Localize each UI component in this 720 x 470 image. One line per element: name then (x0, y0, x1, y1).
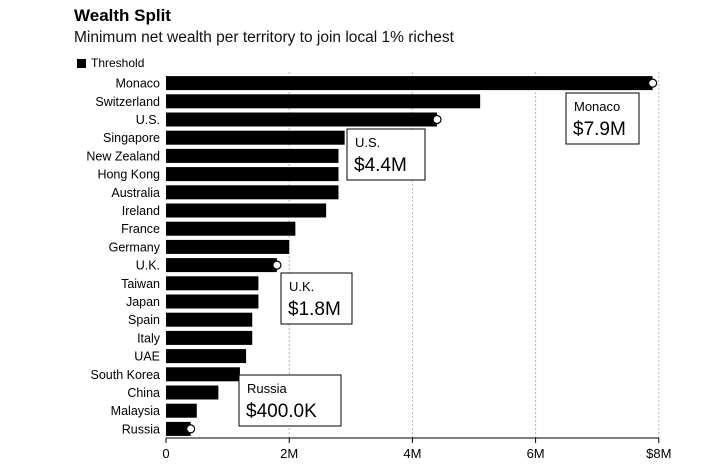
bar (166, 294, 259, 309)
annotation-box (280, 272, 353, 325)
annotation-value: $4.4M (354, 155, 407, 176)
annotation-marker (432, 114, 442, 125)
x-tick-label: 4M (403, 446, 421, 461)
category-label: South Korea (91, 368, 161, 382)
annotation-name: Monaco (574, 99, 620, 114)
chart-subtitle: Minimum net wealth per territory to join… (74, 29, 454, 46)
x-tick-label: 0 (162, 446, 169, 461)
bar (166, 385, 219, 400)
chart-legend: Threshold (77, 56, 144, 70)
bar (166, 167, 339, 182)
bar (166, 112, 438, 127)
bar (166, 185, 339, 200)
bar (166, 421, 191, 436)
bar (166, 312, 253, 327)
annotation-name: U.S. (355, 135, 380, 150)
bar (166, 403, 197, 418)
category-label: France (121, 222, 160, 236)
bar (166, 148, 339, 163)
category-label: Germany (109, 240, 161, 254)
category-label: Russia (122, 422, 160, 436)
bar (166, 203, 327, 218)
bar (166, 349, 247, 364)
bar (166, 276, 259, 291)
bar (166, 330, 253, 345)
annotation-box (238, 374, 342, 427)
annotation-name: U.K. (289, 279, 314, 294)
annotation-value: $7.9M (573, 119, 626, 140)
category-label: UAE (134, 350, 160, 364)
category-label: Singapore (103, 131, 160, 145)
category-label: Switzerland (95, 95, 160, 109)
bar (166, 221, 296, 236)
category-label: Italy (137, 331, 161, 345)
category-label: Hong Kong (97, 168, 160, 182)
bar (166, 94, 481, 109)
x-tick-label: 6M (527, 446, 545, 461)
category-label: Malaysia (111, 404, 160, 418)
annotation-marker (272, 260, 282, 270)
bar (166, 76, 653, 91)
annotation-name: Russia (247, 381, 288, 396)
bar (166, 130, 345, 145)
bar (166, 239, 290, 254)
x-tick-label: $8M (646, 446, 671, 461)
annotation-value: $400.0K (246, 401, 317, 422)
category-label: Monaco (116, 77, 161, 91)
category-label: U.K. (136, 259, 160, 273)
category-label: New Zealand (86, 149, 160, 163)
bar (166, 258, 277, 273)
category-label: Spain (128, 313, 160, 327)
category-label: Australia (111, 186, 160, 200)
bar (166, 367, 240, 382)
annotation-marker (186, 424, 196, 434)
category-label: Ireland (122, 204, 160, 218)
legend-swatch (77, 58, 86, 68)
category-label: China (127, 386, 160, 400)
annotation-box (565, 92, 640, 145)
annotation-value: $1.8M (288, 299, 341, 320)
chart-title: Wealth Split (74, 6, 171, 25)
legend-label: Threshold (91, 56, 145, 70)
category-label: Japan (126, 295, 160, 309)
annotation-marker (648, 78, 658, 88)
category-label: U.S. (136, 113, 160, 127)
category-label: Taiwan (121, 277, 160, 291)
annotation-box (346, 128, 426, 181)
x-tick-label: 2M (280, 446, 298, 461)
